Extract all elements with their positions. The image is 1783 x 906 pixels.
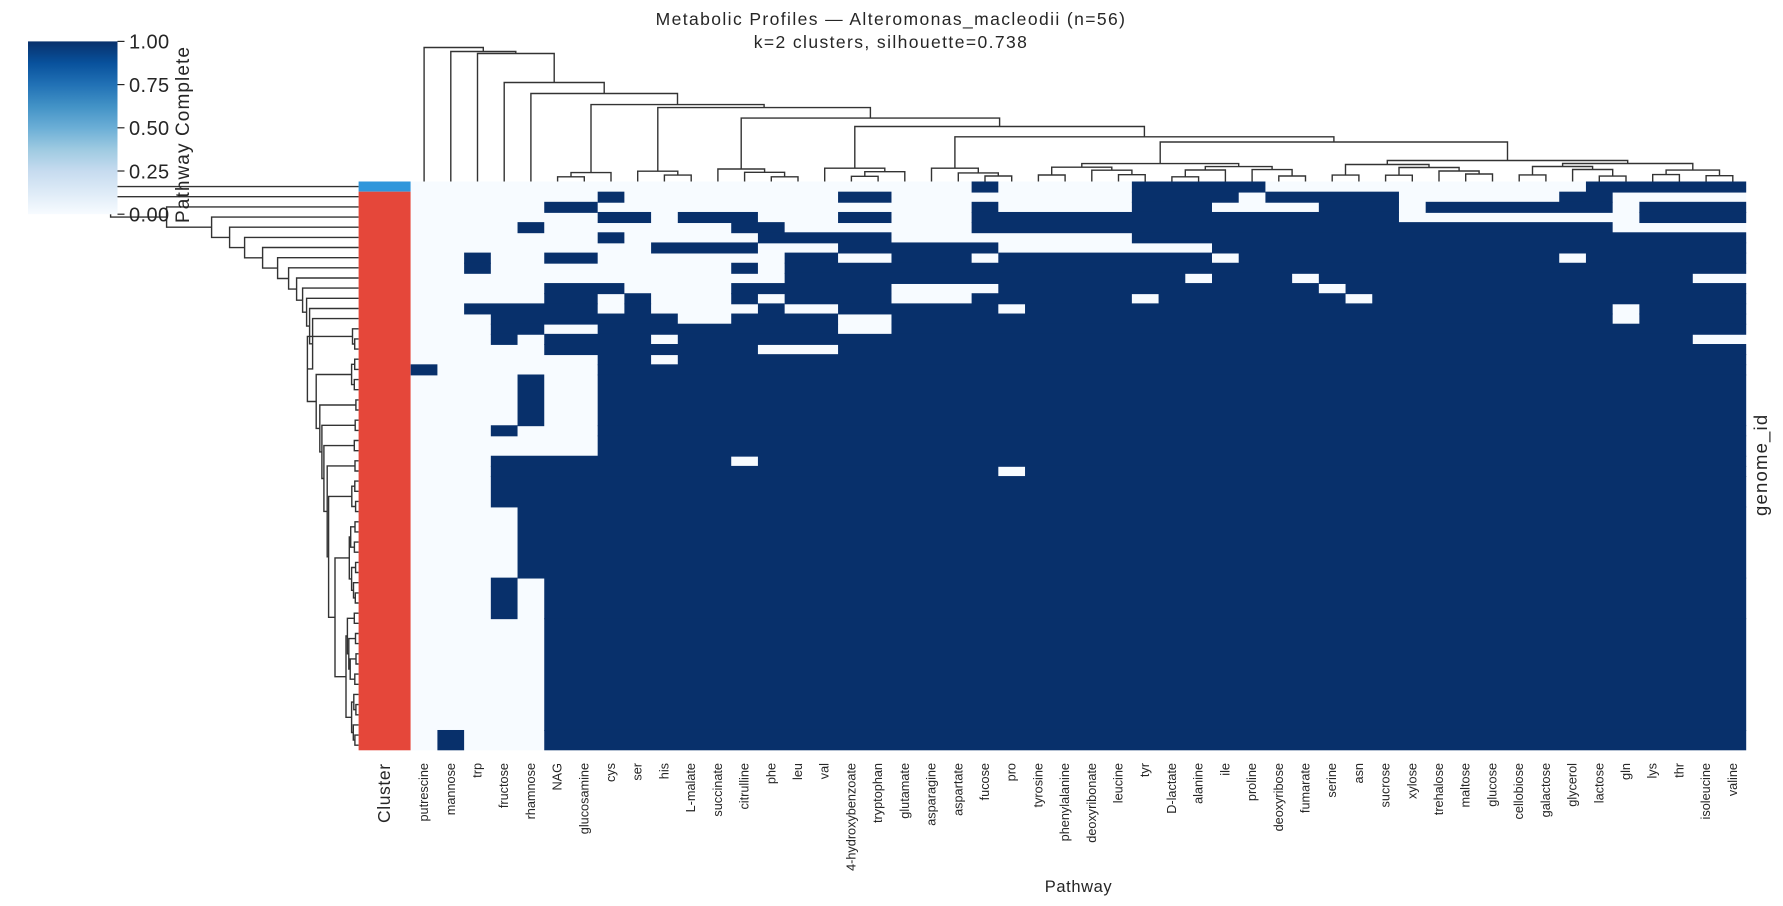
svg-text:lactose: lactose [1592,763,1606,803]
svg-text:rhamnose: rhamnose [524,763,538,819]
svg-text:succinate: succinate [711,763,725,817]
svg-text:0.75: 0.75 [129,75,170,97]
svg-text:fucose: fucose [978,763,992,800]
svg-text:fructose: fructose [497,763,511,808]
svg-text:glucosamine: glucosamine [577,763,591,834]
svg-text:Cluster: Cluster [374,763,394,823]
svg-text:maltose: maltose [1459,763,1473,807]
svg-text:ser: ser [631,762,645,780]
svg-text:leu: leu [791,763,805,780]
svg-text:tyr: tyr [1138,762,1152,777]
svg-text:Metabolic Profiles — Alteromon: Metabolic Profiles — Alteromonas_macleod… [656,9,1127,30]
svg-text:his: his [657,763,671,779]
svg-text:Pathway Complete: Pathway Complete [173,46,194,223]
svg-text:4-hydroxybenzoate: 4-hydroxybenzoate [844,763,858,871]
svg-text:proline: proline [1245,763,1259,801]
svg-text:cellobiose: cellobiose [1512,763,1526,819]
svg-text:ile: ile [1218,763,1232,776]
svg-text:deoxyribose: deoxyribose [1272,763,1286,831]
svg-text:thr: thr [1672,762,1686,778]
svg-text:0.25: 0.25 [129,161,170,183]
svg-text:sucrose: sucrose [1379,763,1393,807]
svg-text:0.50: 0.50 [129,118,170,140]
svg-text:galactose: galactose [1539,763,1553,817]
svg-text:deoxyribonate: deoxyribonate [1085,763,1099,843]
svg-text:citrulline: citrulline [738,763,752,810]
svg-text:trehalose: trehalose [1432,763,1446,815]
svg-text:xylose: xylose [1405,763,1419,799]
svg-text:cys: cys [604,763,618,782]
svg-text:tryptophan: tryptophan [871,763,885,823]
svg-text:0.00: 0.00 [129,205,170,227]
svg-text:gln: gln [1619,763,1633,780]
svg-text:serine: serine [1325,763,1339,798]
svg-text:L-malate: L-malate [684,763,698,812]
svg-text:mannose: mannose [444,763,458,815]
svg-text:val: val [818,763,832,779]
svg-text:leucine: leucine [1112,763,1126,803]
svg-text:genome_id: genome_id [1750,414,1772,516]
svg-text:valine: valine [1726,763,1740,796]
svg-text:asparagine: asparagine [925,763,939,826]
svg-text:trp: trp [471,763,485,778]
svg-text:NAG: NAG [551,763,565,791]
svg-text:isoleucine: isoleucine [1699,763,1713,819]
svg-text:lys: lys [1646,763,1660,779]
svg-text:alanine: alanine [1192,763,1206,804]
svg-text:1.00: 1.00 [129,32,170,54]
svg-text:phe: phe [764,763,778,784]
svg-text:glycerol: glycerol [1566,763,1580,807]
svg-text:pro: pro [1005,763,1019,781]
svg-text:tyrosine: tyrosine [1031,763,1045,807]
svg-text:fumarate: fumarate [1299,763,1313,813]
svg-text:asn: asn [1352,763,1366,783]
svg-text:aspartate: aspartate [951,763,965,816]
svg-text:D-lactate: D-lactate [1165,763,1179,814]
svg-text:k=2 clusters, silhouette=0.738: k=2 clusters, silhouette=0.738 [754,32,1029,52]
svg-text:putrescine: putrescine [417,763,431,822]
svg-text:glucose: glucose [1486,763,1500,807]
svg-text:Pathway: Pathway [1045,878,1113,896]
svg-text:glutamate: glutamate [898,763,912,819]
svg-text:phenylalanine: phenylalanine [1058,763,1072,841]
